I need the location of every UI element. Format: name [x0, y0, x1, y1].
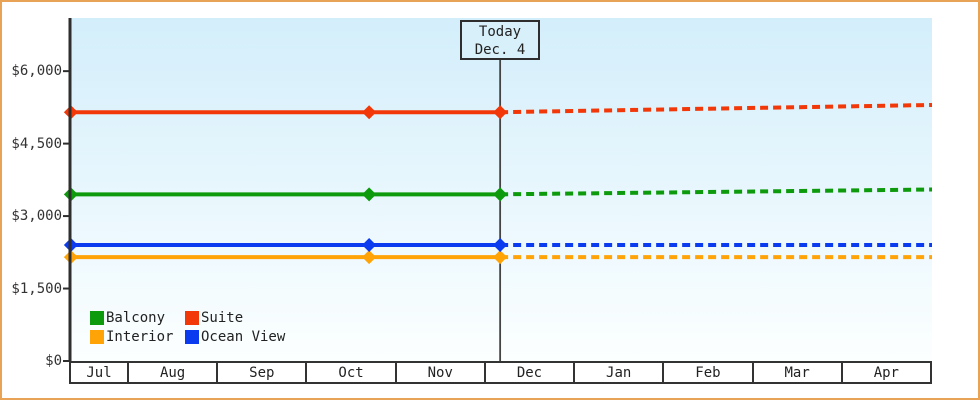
y-axis-tick-label: $3,000 — [11, 208, 62, 225]
data-point-marker — [493, 250, 508, 265]
month-cell-jul: Jul — [71, 363, 129, 382]
month-cell-mar: Mar — [754, 363, 843, 382]
month-cell-oct: Oct — [307, 363, 397, 382]
legend-swatch-icon — [185, 311, 199, 325]
y-axis-tick-label: $6,000 — [11, 63, 62, 80]
month-cell-feb: Feb — [664, 363, 754, 382]
y-axis-tick-label: $0 — [45, 353, 62, 369]
legend-swatch-icon — [185, 330, 199, 344]
month-cell-apr: Apr — [873, 364, 899, 381]
series-interior — [63, 250, 932, 265]
today-annotation-box: Today Dec. 4 — [460, 20, 540, 60]
legend-item-ocean-view: Ocean View — [185, 329, 285, 345]
chart-legend: Balcony Suite Interior Ocean View — [90, 310, 285, 345]
y-axis-tick-label: $1,500 — [11, 280, 62, 297]
legend-label: Ocean View — [201, 329, 286, 345]
data-point-marker — [493, 238, 508, 253]
data-point-marker — [493, 187, 508, 202]
x-axis-month-row: Jul Aug Sep Oct Nov Dec Jan Feb Mar Apr — [69, 361, 932, 384]
data-point-marker — [362, 250, 377, 265]
month-cell-nov: Nov — [397, 363, 486, 382]
month-cell-dec: Dec — [486, 363, 576, 382]
series-ocean-view — [63, 238, 932, 253]
legend-item-interior: Interior — [90, 329, 185, 345]
data-point-marker — [362, 238, 377, 253]
legend-swatch-icon — [90, 311, 104, 325]
data-point-marker — [362, 105, 377, 120]
y-axis-tick-label: $4,500 — [11, 135, 62, 152]
month-cell-sep: Sep — [218, 363, 308, 382]
series-suite — [63, 102, 933, 120]
today-annotation-line1: Today — [478, 24, 522, 40]
data-point-marker — [362, 187, 377, 202]
today-annotation-line2: Dec. 4 — [474, 42, 526, 58]
legend-label: Suite — [201, 310, 244, 326]
data-point-marker — [493, 105, 508, 120]
month-cell-jan: Jan — [575, 363, 665, 382]
legend-item-balcony: Balcony — [90, 310, 185, 326]
legend-label: Interior — [106, 329, 174, 345]
legend-swatch-icon — [90, 330, 104, 344]
legend-item-suite: Suite — [185, 310, 285, 326]
month-cell-aug: Aug — [129, 363, 219, 382]
legend-label: Balcony — [106, 310, 166, 326]
